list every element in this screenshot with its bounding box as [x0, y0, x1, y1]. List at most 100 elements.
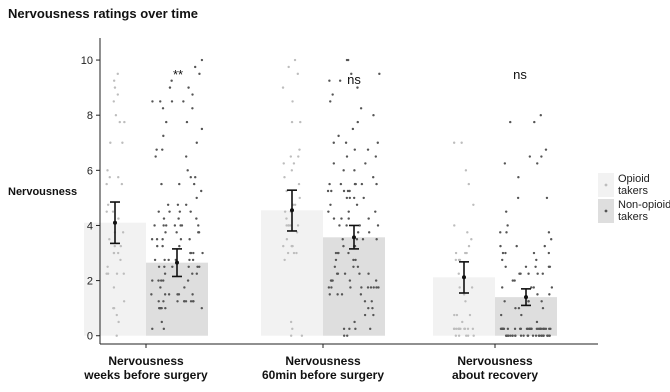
data-point — [539, 113, 542, 117]
data-point — [150, 238, 154, 241]
data-point — [332, 141, 335, 144]
data-point — [178, 210, 182, 213]
data-point — [115, 334, 118, 337]
data-point — [162, 217, 166, 220]
x-category-label: weeks before surgery — [83, 368, 208, 382]
data-point — [355, 203, 359, 206]
data-point — [116, 93, 120, 96]
data-point — [358, 272, 361, 275]
data-point — [291, 100, 294, 103]
data-point — [171, 265, 174, 269]
data-point — [296, 224, 300, 227]
data-point — [109, 141, 112, 144]
data-point — [330, 279, 334, 282]
data-point — [540, 300, 543, 303]
data-point — [514, 306, 517, 310]
data-point — [503, 162, 507, 165]
data-point — [457, 258, 461, 262]
data-point — [355, 238, 359, 241]
data-point — [165, 120, 168, 124]
data-point — [524, 265, 528, 269]
data-point — [155, 238, 159, 241]
data-point — [167, 293, 171, 296]
data-point — [195, 217, 198, 220]
data-point — [282, 244, 285, 248]
data-point — [188, 258, 191, 262]
data-point — [162, 224, 165, 227]
data-point — [166, 203, 170, 206]
data-point — [527, 272, 530, 275]
data-point — [286, 251, 290, 255]
data-point — [201, 251, 204, 255]
data-point — [522, 334, 525, 337]
data-point — [292, 251, 296, 255]
data-point — [499, 244, 502, 248]
data-point — [153, 258, 157, 262]
y-tick-label: 6 — [87, 165, 93, 177]
data-point — [354, 327, 357, 331]
data-point — [161, 238, 164, 241]
data-point — [115, 313, 118, 317]
mean-point — [352, 235, 356, 240]
data-point — [337, 134, 340, 138]
data-point — [191, 258, 195, 262]
data-point — [195, 196, 198, 200]
data-point — [345, 155, 349, 158]
data-point — [176, 203, 180, 206]
data-point — [529, 327, 532, 331]
data-point — [164, 231, 167, 234]
data-point — [352, 265, 355, 269]
data-point — [351, 127, 355, 131]
data-point — [471, 327, 475, 331]
data-point — [283, 210, 287, 213]
data-point — [466, 334, 470, 337]
data-point — [297, 182, 301, 186]
data-point — [527, 300, 530, 303]
data-point — [455, 313, 459, 317]
data-point — [364, 162, 367, 165]
bar-non-opioid-2 — [323, 237, 385, 336]
data-point — [504, 210, 508, 213]
data-point — [161, 244, 164, 248]
chart-title: Nervousness ratings over time — [8, 6, 199, 21]
data-point — [370, 300, 373, 303]
data-point — [108, 176, 111, 179]
data-point — [470, 286, 474, 289]
data-point — [547, 251, 551, 255]
data-point — [157, 279, 160, 282]
data-point — [182, 100, 185, 103]
data-point — [328, 79, 331, 82]
data-point — [513, 279, 516, 282]
data-point — [340, 217, 343, 220]
data-point — [457, 272, 460, 275]
legend-label: Non-opioid — [618, 199, 670, 211]
data-point — [356, 265, 360, 269]
data-point — [118, 120, 121, 124]
data-point — [162, 327, 166, 331]
data-point — [117, 217, 120, 220]
data-point — [177, 217, 180, 220]
data-point — [116, 251, 120, 255]
data-point — [452, 141, 456, 144]
data-point — [501, 251, 505, 255]
data-point — [329, 203, 332, 206]
data-point — [180, 224, 184, 227]
data-point — [372, 176, 375, 179]
data-point — [159, 279, 163, 282]
data-point — [188, 238, 191, 241]
data-point — [292, 162, 296, 165]
data-point — [516, 196, 520, 200]
data-point — [119, 244, 123, 248]
data-point — [348, 327, 351, 331]
data-point — [293, 58, 297, 62]
data-point — [353, 320, 356, 324]
points-layer — [105, 58, 554, 337]
y-tick-label: 2 — [87, 276, 93, 288]
data-point — [534, 265, 537, 269]
data-point — [372, 313, 375, 317]
data-point — [283, 258, 286, 262]
data-point — [297, 155, 300, 158]
data-point — [548, 293, 551, 296]
